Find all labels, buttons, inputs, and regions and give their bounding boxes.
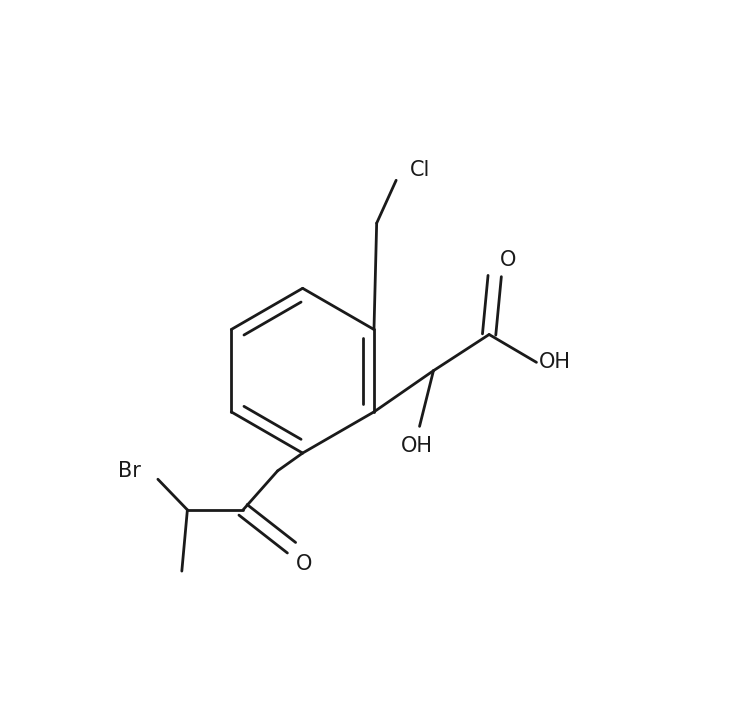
Text: O: O: [500, 250, 517, 270]
Text: OH: OH: [401, 437, 433, 456]
Text: Cl: Cl: [410, 161, 430, 180]
Text: O: O: [296, 555, 313, 574]
Text: Br: Br: [118, 461, 141, 481]
Text: OH: OH: [539, 352, 571, 372]
